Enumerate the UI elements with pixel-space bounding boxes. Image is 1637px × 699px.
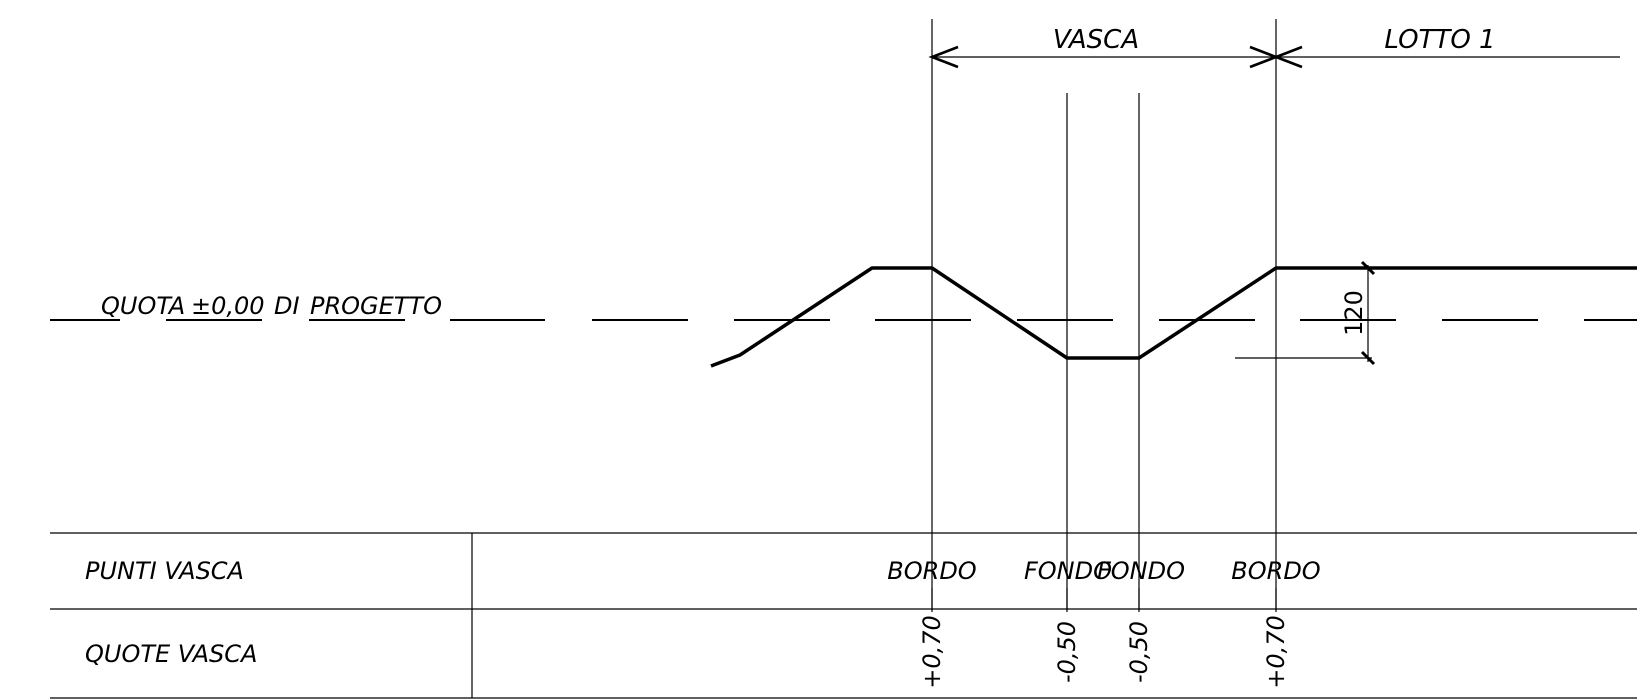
point-name-bordo-right: BORDO <box>1231 557 1320 585</box>
point-name-bordo-left: BORDO <box>887 557 976 585</box>
section-title-lotto: LOTTO 1 <box>1384 25 1495 55</box>
arrow-left-lotto <box>1272 45 1303 69</box>
data-table-grid <box>50 532 1637 699</box>
point-elevation-fondo-right: -0,50 <box>1125 621 1153 683</box>
row-header-punti-vasca: PUNTI VASCA <box>85 557 244 585</box>
label-zero-elevation: ±0,00 <box>191 292 265 320</box>
arrow-left-vasca <box>928 45 959 69</box>
point-elevation-bordo-right: +0,70 <box>1262 615 1290 689</box>
section-dimension-line <box>928 45 1620 69</box>
height-dimension <box>1235 260 1376 366</box>
label-di: DI <box>274 292 300 320</box>
section-title-vasca: VASCA <box>1053 25 1139 55</box>
height-dimension-value: 120 <box>1340 290 1368 336</box>
point-name-fondo-right: FONDO <box>1097 557 1185 585</box>
terrain-profile <box>710 266 1637 368</box>
point-elevation-bordo-left: +0,70 <box>918 615 946 689</box>
point-elevation-fondo-left: -0,50 <box>1053 621 1081 683</box>
reference-line-label: QUOTA ±0,00 DI PROGETTO <box>101 292 442 320</box>
point-name-fondo-left: FONDO <box>1024 557 1112 585</box>
label-quota: QUOTA <box>101 292 185 320</box>
vertical-guides <box>931 19 1277 610</box>
label-progetto: PROGETTO <box>310 292 442 320</box>
row-header-quote-vasca: QUOTE VASCA <box>85 640 257 668</box>
